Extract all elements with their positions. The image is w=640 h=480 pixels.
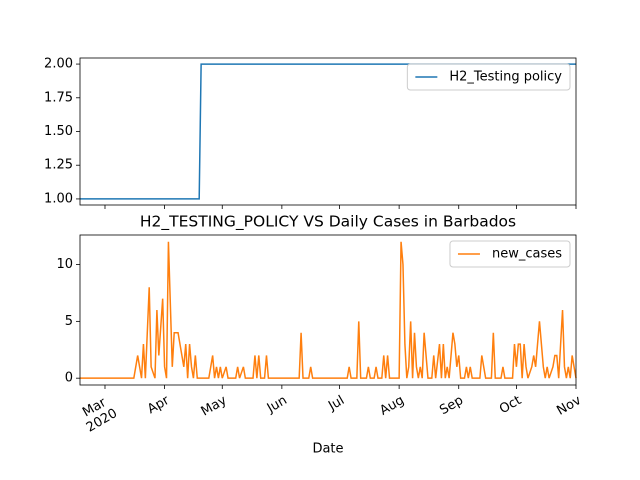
axes-frame xyxy=(79,234,577,386)
y-tick-label: 1.50 xyxy=(44,124,73,139)
x-axis-label: Date xyxy=(312,442,343,457)
legend-box xyxy=(406,63,571,91)
y-tick-label: 1.75 xyxy=(44,90,73,105)
y-tick-label: 1.00 xyxy=(44,191,73,206)
y-tick-label: 0 xyxy=(65,371,73,386)
y-tick-label: 1.25 xyxy=(44,158,73,173)
y-tick-label: 10 xyxy=(56,257,73,272)
series-line xyxy=(80,63,576,200)
legend-box xyxy=(449,240,571,268)
legend-label: new_cases xyxy=(492,247,562,262)
y-tick-label: 2.00 xyxy=(44,57,73,72)
y-tick-label: 5 xyxy=(65,314,73,329)
legend-label: H2_Testing policy xyxy=(449,70,562,85)
series-line xyxy=(80,241,577,379)
chart-title: H2_TESTING_POLICY VS Daily Cases in Barb… xyxy=(140,213,516,232)
